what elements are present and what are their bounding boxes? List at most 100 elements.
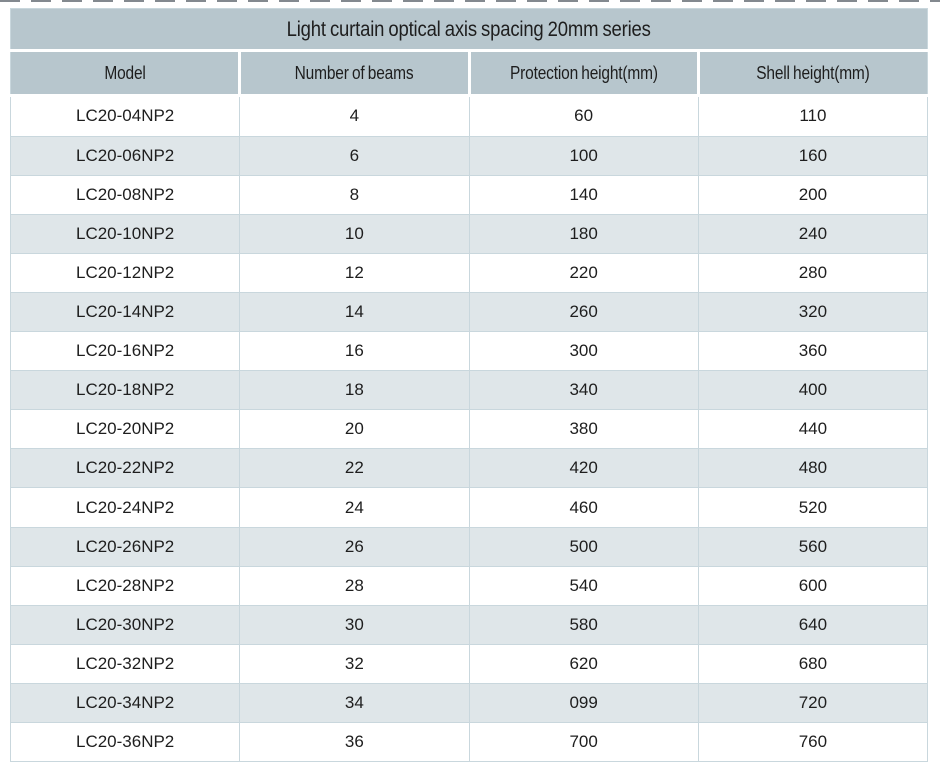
shell-height-cell: 640: [697, 604, 929, 645]
protection-height-cell: 580: [468, 604, 699, 645]
table-row: LC20-36NP2 36 700 760: [9, 721, 929, 763]
column-header-model: Model: [9, 50, 242, 97]
beams-cell: 34: [239, 682, 470, 723]
shell-height-cell: 110: [697, 95, 929, 137]
table-row: LC20-10NP2 10 180 240: [9, 214, 929, 255]
protection-height-cell: 700: [468, 721, 699, 763]
table-row: LC20-08NP2 8 140 200: [9, 174, 929, 216]
shell-height-cell: 160: [697, 135, 929, 176]
beams-cell: 36: [239, 721, 470, 763]
protection-height-cell: 100: [468, 135, 699, 176]
beams-cell: 28: [239, 565, 470, 606]
beams-cell: 4: [239, 95, 470, 137]
shell-height-cell: 680: [697, 643, 929, 684]
beams-cell: 14: [239, 292, 470, 333]
shell-height-cell: 480: [697, 448, 929, 489]
column-header-protection-height-label: Protection height(mm): [509, 62, 658, 83]
model-cell: LC20-20NP2: [9, 409, 241, 450]
beams-cell: 26: [239, 526, 470, 567]
protection-height-cell: 380: [468, 409, 699, 450]
table-row: LC20-28NP2 28 540 600: [9, 565, 929, 606]
model-cell: LC20-32NP2: [9, 643, 241, 684]
protection-height-cell: 300: [468, 331, 699, 372]
beams-cell: 16: [239, 331, 470, 372]
beams-cell: 10: [239, 214, 470, 255]
column-header-shell-height-label: Shell height(mm): [756, 62, 871, 83]
protection-height-cell: 620: [468, 643, 699, 684]
table-title: Light curtain optical axis spacing 20mm …: [10, 8, 928, 52]
protection-height-cell: 180: [468, 214, 699, 255]
beams-cell: 18: [239, 370, 470, 411]
shell-height-cell: 360: [697, 331, 929, 372]
protection-height-cell: 140: [468, 174, 699, 216]
model-cell: LC20-08NP2: [9, 174, 241, 216]
beams-cell: 30: [239, 604, 470, 645]
column-header-beams-label: Number of beams: [295, 62, 414, 83]
table-row: LC20-26NP2 26 500 560: [9, 526, 929, 567]
column-header-protection-height: Protection height(mm): [467, 50, 700, 97]
beams-cell: 32: [239, 643, 470, 684]
shell-height-cell: 440: [697, 409, 929, 450]
shell-height-cell: 320: [697, 292, 929, 333]
shell-height-cell: 760: [697, 721, 929, 763]
table-row: LC20-14NP2 14 260 320: [9, 292, 929, 333]
table-row: LC20-06NP2 6 100 160: [9, 135, 929, 176]
shell-height-cell: 720: [697, 682, 929, 723]
table-row: LC20-18NP2 18 340 400: [9, 370, 929, 411]
protection-height-cell: 540: [468, 565, 699, 606]
model-cell: LC20-30NP2: [9, 604, 241, 645]
table-row: LC20-24NP2 24 460 520: [9, 487, 929, 528]
title-row: Light curtain optical axis spacing 20mm …: [10, 8, 928, 52]
protection-height-cell: 460: [468, 487, 699, 528]
shell-height-cell: 560: [697, 526, 929, 567]
shell-height-cell: 520: [697, 487, 929, 528]
model-cell: LC20-10NP2: [9, 214, 241, 255]
model-cell: LC20-12NP2: [9, 253, 241, 294]
shell-height-cell: 280: [697, 253, 929, 294]
shell-height-cell: 400: [697, 370, 929, 411]
table-row: LC20-04NP2 4 60 110: [9, 95, 929, 137]
model-cell: LC20-14NP2: [9, 292, 241, 333]
beams-cell: 24: [239, 487, 470, 528]
beams-cell: 22: [239, 448, 470, 489]
protection-height-cell: 340: [468, 370, 699, 411]
shell-height-cell: 200: [697, 174, 929, 216]
protection-height-cell: 60: [468, 95, 699, 137]
beams-cell: 8: [239, 174, 470, 216]
table-row: LC20-16NP2 16 300 360: [9, 331, 929, 372]
model-cell: LC20-36NP2: [9, 721, 241, 763]
beams-cell: 6: [239, 135, 470, 176]
table-row: LC20-12NP2 12 220 280: [9, 253, 929, 294]
protection-height-cell: 500: [468, 526, 699, 567]
top-dashed-line: [0, 0, 940, 2]
model-cell: LC20-24NP2: [9, 487, 241, 528]
table-head: Light curtain optical axis spacing 20mm …: [9, 8, 929, 97]
spec-table: Light curtain optical axis spacing 20mm …: [9, 8, 929, 763]
model-cell: LC20-28NP2: [9, 565, 241, 606]
model-cell: LC20-04NP2: [9, 95, 241, 137]
model-cell: LC20-34NP2: [9, 682, 241, 723]
shell-height-cell: 240: [697, 214, 929, 255]
beams-cell: 12: [239, 253, 470, 294]
beams-cell: 20: [239, 409, 470, 450]
table-body: LC20-04NP2 4 60 110 LC20-06NP2 6 100 160 LC20-08…: [9, 95, 929, 763]
table-title-text: Light curtain optical axis spacing 20mm …: [286, 16, 652, 41]
column-header-shell-height: Shell height(mm): [696, 50, 929, 97]
column-header-model-label: Model: [103, 62, 146, 83]
protection-height-cell: 420: [468, 448, 699, 489]
table-row: LC20-20NP2 20 380 440: [9, 409, 929, 450]
model-cell: LC20-22NP2: [9, 448, 241, 489]
model-cell: LC20-18NP2: [9, 370, 241, 411]
model-cell: LC20-26NP2: [9, 526, 241, 567]
shell-height-cell: 600: [697, 565, 929, 606]
table-row: LC20-22NP2 22 420 480: [9, 448, 929, 489]
table-row: LC20-34NP2 34 099 720: [9, 682, 929, 723]
column-header-beams: Number of beams: [238, 50, 471, 97]
protection-height-cell: 099: [468, 682, 699, 723]
protection-height-cell: 220: [468, 253, 699, 294]
table-row: LC20-30NP2 30 580 640: [9, 604, 929, 645]
model-cell: LC20-16NP2: [9, 331, 241, 372]
model-cell: LC20-06NP2: [9, 135, 241, 176]
table-row: LC20-32NP2 32 620 680: [9, 643, 929, 684]
